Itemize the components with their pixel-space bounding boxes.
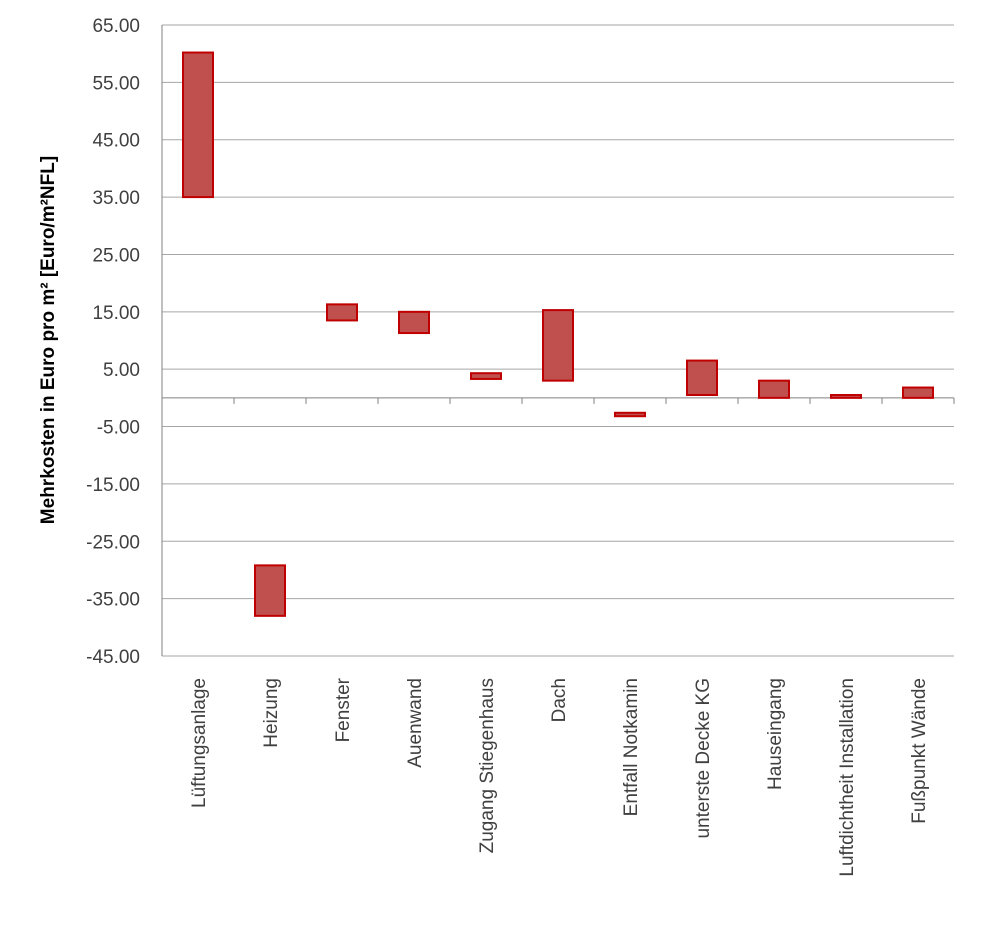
y-tick-label: 45.00 [92,131,140,152]
x-category-label: Fußpunkt Wände [909,678,930,824]
x-category-label: Heizung [261,678,282,748]
bar [830,393,862,399]
x-category-label: Lüftungsanlage [189,678,210,808]
y-tick-label: -25.00 [86,532,140,553]
x-category-label: Auenwand [405,678,426,768]
x-category-label: Luftdichtheit Installation [837,678,858,877]
bar [686,359,718,396]
bar [758,379,790,399]
y-tick-label: 65.00 [92,16,140,37]
y-tick-label: -45.00 [86,647,140,668]
y-tick-label: -5.00 [97,418,140,439]
bar [902,386,934,399]
x-category-label: Zugang Stiegenhaus [477,678,498,853]
y-tick-label: 5.00 [103,360,140,381]
bar [470,372,502,380]
x-category-label: unterste Decke KG [693,678,714,839]
bar [542,309,574,382]
y-axis-title: Mehrkosten in Euro pro m² [Euro/m²NFL] [38,156,59,524]
x-axis-categories: Lüftungsanlage Heizung Fenster Auenwand Zuga… [189,677,930,876]
x-category-label: Entfall Notkamin [621,678,642,816]
bar [254,564,286,617]
bar [326,303,358,322]
bar [614,411,646,418]
y-tick-label: 15.00 [92,303,140,324]
x-axis [161,397,955,404]
y-tick-label: 55.00 [92,73,140,94]
y-tick-label: -15.00 [86,475,140,496]
y-tick-label: 25.00 [92,245,140,266]
y-tick-label: -35.00 [86,590,140,611]
y-axis-ticks: 65.00 55.00 45.00 35.00 25.00 15.00 5.00 -5.00 -… [86,16,140,668]
bar [182,51,214,199]
x-category-label: Fenster [333,677,354,742]
x-category-label: Hauseingang [765,678,786,790]
bars [182,51,934,617]
y-tick-label: 35.00 [92,188,140,209]
bar [398,310,430,335]
x-category-label: Dach [549,678,570,722]
